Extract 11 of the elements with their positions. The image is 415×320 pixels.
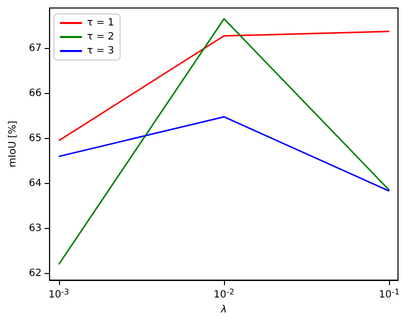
- y-tick-label: 64: [28, 178, 42, 189]
- y-axis-title: mIoU [%]: [8, 120, 18, 168]
- y-tick-label: 62: [28, 268, 42, 279]
- y-tick-label: 66: [28, 88, 42, 99]
- legend-label: τ = 2: [87, 32, 114, 42]
- y-tick-label: 63: [28, 222, 42, 234]
- x-axis-title: λ: [220, 304, 227, 316]
- legend-label: τ = 3: [87, 46, 114, 56]
- y-tick-label: 67: [28, 42, 42, 54]
- y-tick-label: 65: [28, 132, 42, 144]
- legend-label: τ = 1: [87, 18, 114, 28]
